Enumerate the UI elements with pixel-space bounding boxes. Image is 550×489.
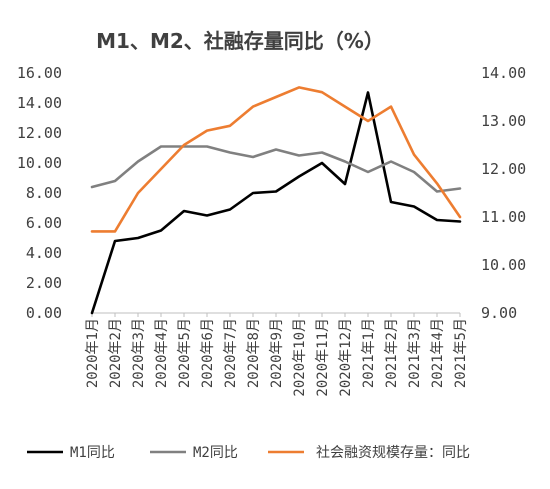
x-tick-label: 2020年7月 (223, 318, 239, 388)
y-left-tick-label: 14.00 (17, 94, 62, 112)
x-tick-label: 2020年8月 (246, 318, 262, 388)
y-left-tick-label: 16.00 (17, 64, 62, 82)
x-tick-label: 2021年5月 (453, 318, 469, 388)
x-tick-label: 2020年4月 (154, 318, 170, 388)
y-right-tick-label: 13.00 (481, 112, 526, 130)
legend-label: M2同比 (193, 445, 238, 461)
x-tick-label: 2020年9月 (269, 318, 285, 388)
y-right-tick-label: 11.00 (481, 208, 526, 226)
y-right-tick-label: 12.00 (481, 160, 526, 178)
y-left-tick-label: 2.00 (26, 274, 62, 292)
x-tick-label: 2020年5月 (177, 318, 193, 388)
x-tick-label: 2020年1月 (85, 318, 101, 388)
legend-label: 社会融资规模存量：同比 (316, 445, 470, 461)
y-left-tick-label: 4.00 (26, 244, 62, 262)
y-left-tick-label: 6.00 (26, 214, 62, 232)
x-tick-label: 2021年1月 (361, 318, 377, 388)
y-left-tick-label: 12.00 (17, 124, 62, 142)
x-tick-label: 2020年2月 (108, 318, 124, 388)
chart-title: M1、M2、社融存量同比（%） (96, 29, 384, 53)
series-line-3 (90, 86, 462, 233)
x-tick-label: 2021年4月 (430, 318, 446, 388)
x-tick-label: 2020年10月 (292, 318, 308, 397)
y-left-tick-label: 10.00 (17, 154, 62, 172)
y-right-tick-label: 9.00 (481, 304, 517, 322)
x-tick-label: 2020年3月 (131, 318, 147, 388)
series-line-1 (90, 91, 462, 315)
legend-label: M1同比 (70, 445, 115, 461)
y-right-tick-label: 14.00 (481, 64, 526, 82)
y-left-tick-label: 0.00 (26, 304, 62, 322)
x-tick-label: 2020年12月 (338, 318, 354, 397)
x-tick-label: 2020年6月 (200, 318, 216, 388)
series-line-2 (90, 145, 462, 193)
x-tick-label: 2021年2月 (384, 318, 400, 388)
series-lines (90, 86, 462, 315)
y-left-tick-label: 8.00 (26, 184, 62, 202)
legend: M1同比 M2同比 社会融资规模存量：同比 (27, 445, 470, 461)
axes: 0.00 2.00 4.00 6.00 8.00 10.00 12.00 14.00 16.00… (17, 64, 526, 397)
y-right-tick-label: 10.00 (481, 256, 526, 274)
x-tick-label: 2021年3月 (407, 318, 423, 388)
x-tick-label: 2020年11月 (315, 318, 331, 397)
